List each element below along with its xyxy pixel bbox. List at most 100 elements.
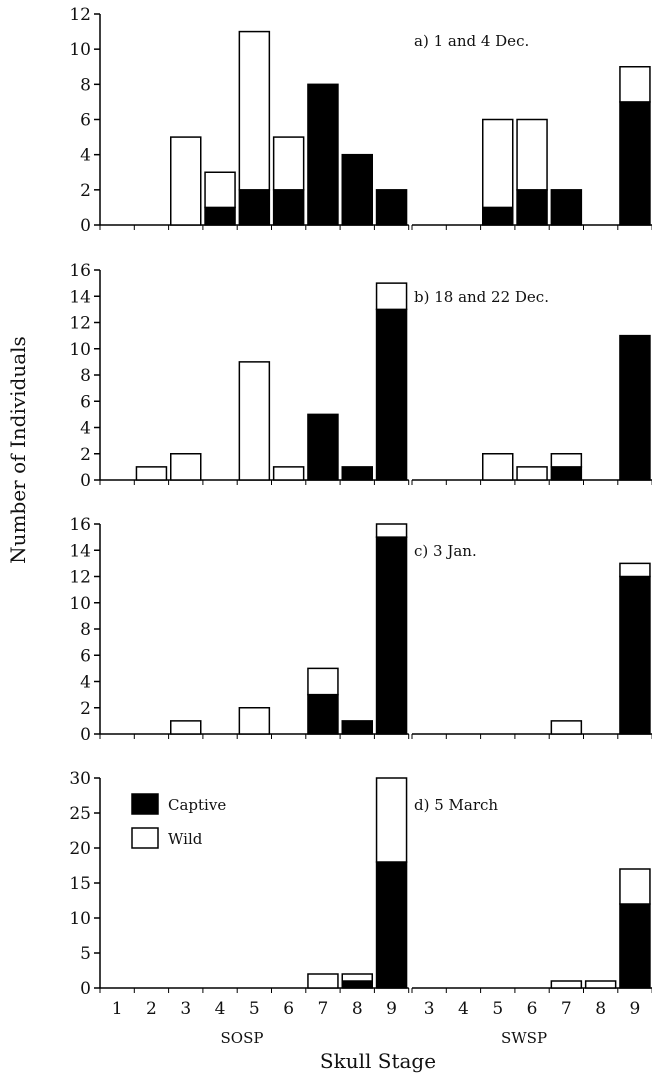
- x-axis-title: Skull Stage: [320, 1049, 436, 1073]
- swsp-captive-bar: [619, 334, 651, 481]
- sosp-captive-bar: [375, 536, 408, 735]
- group-label-swsp: SWSP: [501, 1029, 547, 1047]
- swsp-wild-bar: [584, 980, 617, 989]
- y-tick-label: 6: [80, 646, 91, 666]
- sosp-wild-bar: [307, 973, 339, 989]
- sosp-wild-bar: [170, 720, 202, 735]
- sosp-captive-bar: [307, 693, 339, 735]
- y-tick-label: 10: [69, 340, 91, 360]
- x-tick-label-sosp: 8: [352, 999, 363, 1019]
- sosp-captive-bar: [341, 980, 373, 989]
- x-tick-label-swsp: 8: [595, 999, 606, 1019]
- y-tick-label: 12: [69, 314, 91, 334]
- x-tick-label-sosp: 7: [318, 999, 329, 1019]
- swsp-captive-bar: [550, 466, 583, 481]
- y-tick-label: 2: [80, 181, 91, 201]
- panel-d: 0 5 10 15 20 25 30 d) 5 March: [69, 769, 652, 999]
- y-tick-label: 10: [69, 594, 91, 614]
- swsp-wild-bar: [619, 868, 651, 905]
- legend-swatch-wild: [131, 827, 159, 849]
- sosp-wild-bar: [135, 466, 168, 481]
- y-tick-label: 10: [69, 40, 91, 60]
- sosp-wild-bar: [272, 136, 305, 191]
- y-tick-label: 8: [80, 620, 91, 640]
- swsp-wild-bar: [619, 66, 651, 103]
- swsp-wild-bar: [550, 453, 583, 468]
- swsp-captive-bar: [516, 189, 548, 226]
- sosp-captive-bar: [307, 413, 339, 481]
- x-tick-label-sosp: 9: [386, 999, 397, 1019]
- legend-label-captive: Captive: [168, 796, 226, 814]
- y-tick-label: 12: [69, 5, 91, 25]
- y-tick-label: 5: [80, 944, 91, 964]
- swsp-captive-bar: [619, 903, 651, 989]
- sosp-wild-bar: [238, 30, 271, 191]
- y-tick-label: 8: [80, 75, 91, 95]
- panel-a: 0 2 4 6 8 10 12 a) 1 and 4 Dec.: [69, 5, 652, 236]
- y-tick-label: 30: [69, 769, 91, 789]
- sosp-wild-bar: [238, 707, 271, 735]
- panel-label: a) 1 and 4 Dec.: [414, 32, 529, 50]
- sosp-wild-bar: [170, 453, 202, 481]
- y-tick-label: 10: [69, 909, 91, 929]
- sosp-captive-bar: [307, 83, 339, 226]
- x-tick-label-swsp: 7: [561, 999, 572, 1019]
- swsp-captive-bar: [550, 189, 583, 226]
- panel-label: d) 5 March: [414, 796, 498, 814]
- panel-label: b) 18 and 22 Dec.: [414, 288, 549, 306]
- x-tick-label-swsp: 4: [458, 999, 469, 1019]
- sosp-wild-bar: [204, 171, 236, 209]
- panel-label: c) 3 Jan.: [414, 542, 477, 560]
- x-tick-label-sosp: 2: [146, 999, 157, 1019]
- swsp-wild-bar: [619, 562, 651, 578]
- y-tick-label: 0: [80, 725, 91, 745]
- sosp-captive-bar: [272, 189, 305, 226]
- y-tick-label: 0: [80, 471, 91, 491]
- x-tick-label-swsp: 9: [630, 999, 641, 1019]
- y-tick-label: 0: [80, 979, 91, 999]
- swsp-wild-bar: [482, 118, 514, 209]
- x-tick-label-sosp: 4: [215, 999, 226, 1019]
- y-tick-label: 20: [69, 839, 91, 859]
- y-tick-label: 16: [69, 515, 91, 535]
- x-tick-label-sosp: 1: [112, 999, 123, 1019]
- sosp-captive-bar: [375, 189, 408, 226]
- sosp-captive-bar: [375, 861, 408, 989]
- panel-b: 0 2 4 6 8 10 12 14 16 b) 18 and 22 Dec.: [69, 261, 652, 491]
- y-tick-label: 2: [80, 699, 91, 719]
- y-tick-label: 4: [80, 673, 91, 693]
- y-tick-label: 12: [69, 568, 91, 588]
- sosp-wild-bar: [272, 466, 305, 481]
- sosp-wild-bar: [375, 523, 408, 538]
- sosp-captive-bar: [204, 206, 236, 226]
- swsp-wild-bar: [516, 118, 548, 191]
- y-tick-label: 16: [69, 261, 91, 281]
- sosp-wild-bar: [307, 667, 339, 696]
- y-tick-label: 4: [80, 146, 91, 166]
- sosp-captive-bar: [341, 466, 373, 481]
- x-tick-label-swsp: 3: [424, 999, 435, 1019]
- y-tick-label: 6: [80, 392, 91, 412]
- y-tick-label: 14: [69, 541, 91, 561]
- legend: Captive Wild: [131, 793, 226, 849]
- y-tick-label: 25: [69, 804, 91, 824]
- legend-label-wild: Wild: [168, 830, 203, 848]
- sosp-wild-bar: [170, 136, 202, 226]
- sosp-captive-bar: [238, 189, 271, 226]
- panel-c: 0 2 4 6 8 10 12 14 16 c) 3 Jan.: [69, 515, 652, 745]
- x-tick-label-swsp: 5: [492, 999, 503, 1019]
- y-tick-label: 2: [80, 445, 91, 465]
- sosp-captive-bar: [341, 153, 373, 226]
- y-tick-label: 8: [80, 366, 91, 386]
- sosp-wild-bar: [238, 361, 271, 481]
- y-tick-label: 0: [80, 216, 91, 236]
- swsp-wild-bar: [550, 720, 583, 735]
- x-tick-label-sosp: 5: [249, 999, 260, 1019]
- sosp-wild-bar: [341, 973, 373, 982]
- y-tick-label: 6: [80, 111, 91, 131]
- x-tick-label-sosp: 3: [180, 999, 191, 1019]
- swsp-wild-bar: [550, 980, 583, 989]
- sosp-wild-bar: [375, 777, 408, 863]
